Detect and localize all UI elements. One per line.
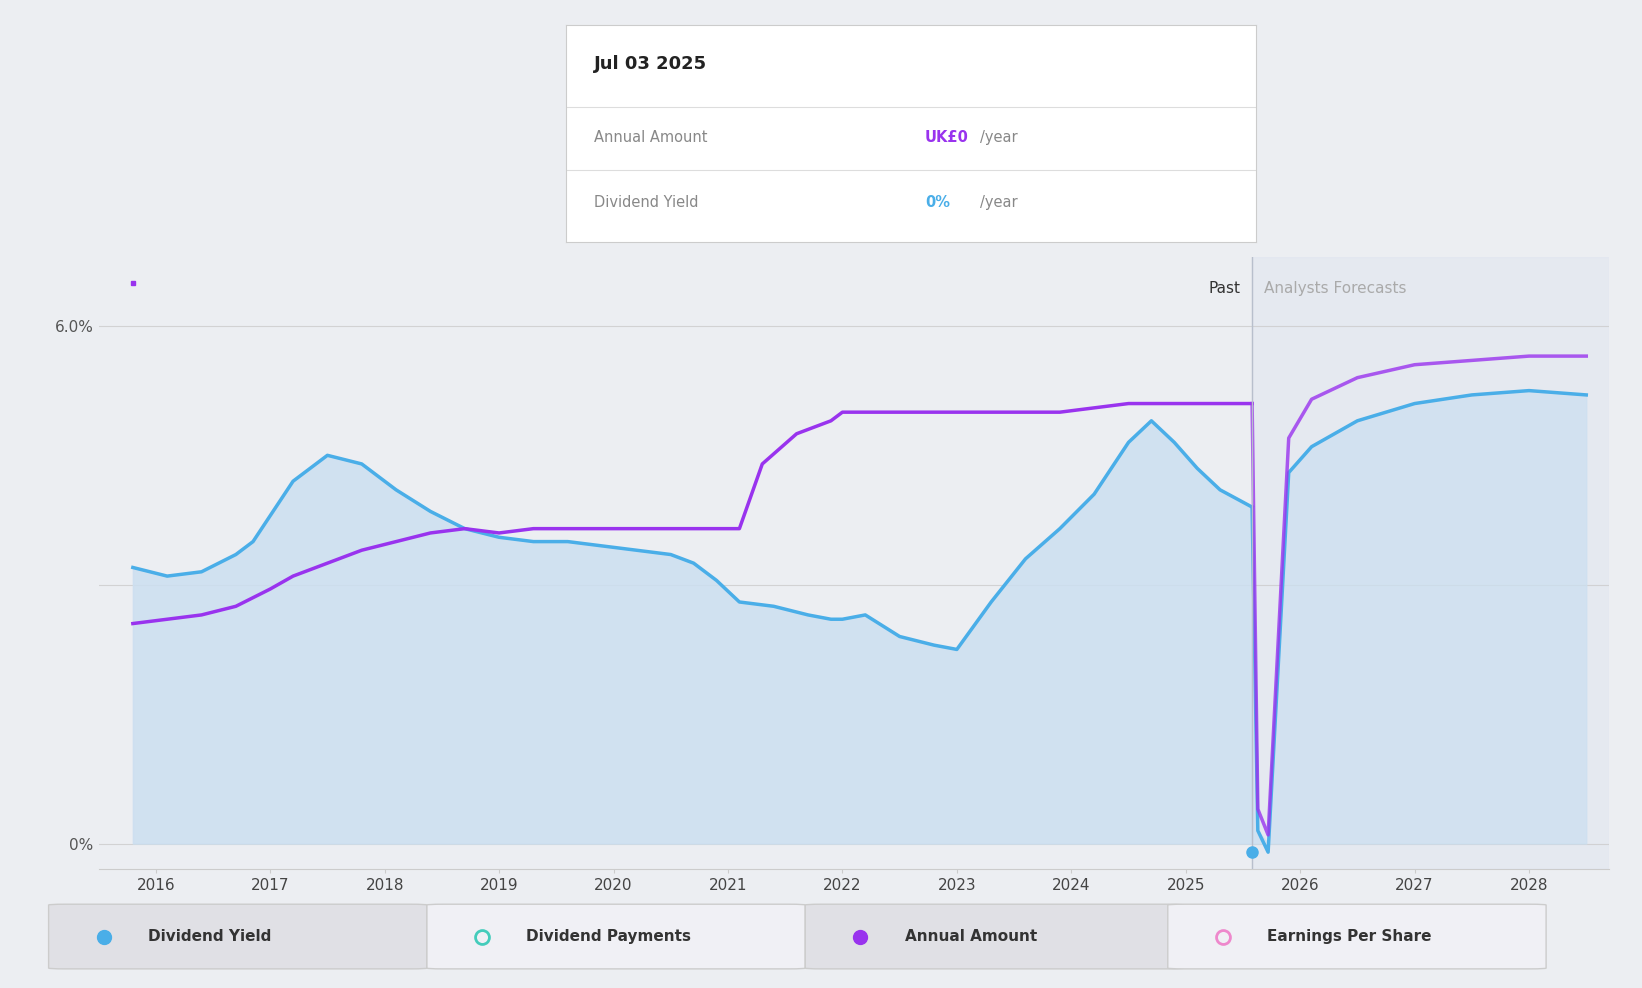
Text: Past: Past xyxy=(1209,281,1241,295)
Text: Earnings Per Share: Earnings Per Share xyxy=(1268,929,1432,945)
FancyBboxPatch shape xyxy=(49,904,427,969)
Text: Jul 03 2025: Jul 03 2025 xyxy=(594,54,708,73)
Text: Analysts Forecasts: Analysts Forecasts xyxy=(1264,281,1406,295)
Text: Dividend Payments: Dividend Payments xyxy=(525,929,691,945)
FancyBboxPatch shape xyxy=(805,904,1184,969)
FancyBboxPatch shape xyxy=(1167,904,1547,969)
Bar xyxy=(1253,257,1609,869)
Text: Annual Amount: Annual Amount xyxy=(594,130,708,145)
Text: UK£0: UK£0 xyxy=(924,130,969,145)
Text: /year: /year xyxy=(980,130,1018,145)
Text: Annual Amount: Annual Amount xyxy=(905,929,1036,945)
Text: 0%: 0% xyxy=(924,196,951,210)
Text: /year: /year xyxy=(980,196,1018,210)
Text: Dividend Yield: Dividend Yield xyxy=(148,929,271,945)
Text: Dividend Yield: Dividend Yield xyxy=(594,196,698,210)
FancyBboxPatch shape xyxy=(427,904,805,969)
